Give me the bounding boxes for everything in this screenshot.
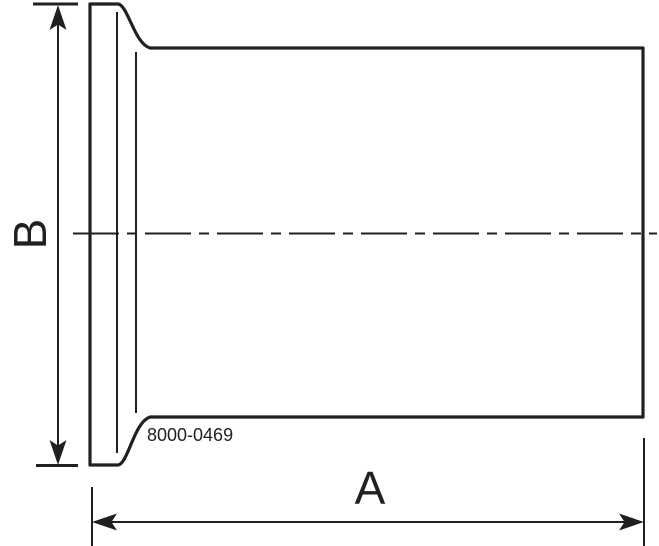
dimension-b-label: B bbox=[4, 219, 56, 250]
part-number: 8000-0469 bbox=[147, 425, 233, 445]
ferrule-outline bbox=[88, 2, 645, 467]
dimension-a-label: A bbox=[355, 462, 386, 514]
dimension-a-arrow-left-icon bbox=[92, 513, 117, 531]
dimension-b-arrow-down-icon bbox=[49, 440, 67, 465]
dimension-b: B bbox=[4, 2, 78, 467]
dimension-a: A bbox=[91, 438, 645, 546]
dimension-b-arrow-up-icon bbox=[49, 5, 67, 30]
dimension-a-arrow-right-icon bbox=[619, 513, 644, 531]
